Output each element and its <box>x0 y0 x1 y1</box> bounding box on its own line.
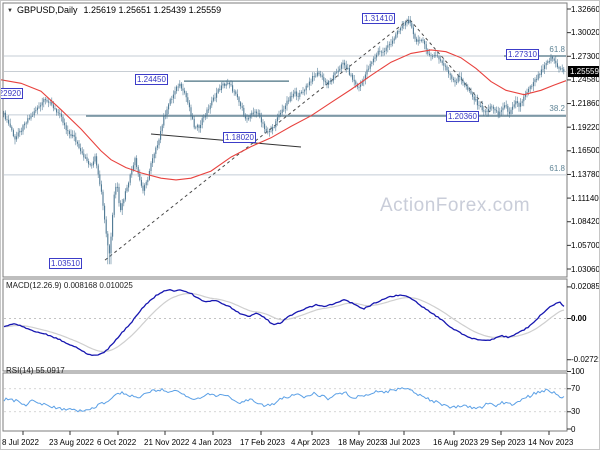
price-axis-label: 1.08420 <box>571 217 600 227</box>
chart-title-bar: ▼ GBPUSD,Daily 1.25619 1.25651 1.25439 1.2… <box>7 5 221 15</box>
date-axis-label: 16 Aug 2023 <box>433 438 478 447</box>
date-axis-label: 23 Aug 2022 <box>49 438 94 447</box>
price-annotation-label: 1.22920 <box>1 88 23 99</box>
rsi-indicator-value: 55.0917 <box>35 366 65 375</box>
macd-indicator-name: MACD(12.26.9) <box>6 281 62 290</box>
price-axis-label: 1.21860 <box>571 99 600 109</box>
price-axis-label: 1.30020 <box>571 28 600 38</box>
price-axis-label: 1.32660 <box>571 4 600 14</box>
price-axis-label: 1.11140 <box>571 193 599 203</box>
rsi-axis-label: 100 <box>571 367 585 376</box>
watermark: ActionForex.com <box>379 195 531 216</box>
macd-axis-label: -0.027213 <box>571 355 599 365</box>
fib-ratio-label: 61.8 <box>549 163 565 173</box>
price-axis-label: 1.16500 <box>571 146 600 156</box>
date-axis-label: 8 Jul 2022 <box>2 438 39 447</box>
date-axis-label: 4 Jan 2023 <box>192 438 232 447</box>
chart-symbol-timeframe: GBPUSD,Daily <box>16 5 78 15</box>
price-axis-label: 1.03060 <box>571 264 600 274</box>
price-axis-label: 1.05700 <box>571 240 600 250</box>
rsi-indicator-header: RSI(14) 55.0917 <box>6 366 65 375</box>
rsi-axis-label: 30 <box>571 407 580 417</box>
chart-ohlc-quote: 1.25619 1.25651 1.25439 1.25559 <box>83 5 222 15</box>
price-axis-label: 1.13780 <box>571 169 600 179</box>
chevron-down-icon[interactable]: ▼ <box>7 8 13 14</box>
price-annotation-label: 1.24450 <box>135 74 168 85</box>
date-axis-label: 21 Nov 2022 <box>144 438 190 447</box>
price-annotation-label: 1.18020 <box>223 132 256 143</box>
rsi-indicator-name: RSI(14) <box>6 366 34 375</box>
date-axis-label: 17 Feb 2023 <box>240 438 285 447</box>
macd-indicator-values: 0.008168 0.010025 <box>63 281 133 290</box>
date-axis-label: 29 Sep 2023 <box>480 438 526 447</box>
date-axis-label: 6 Oct 2022 <box>97 438 137 447</box>
date-axis-label: 4 Apr 2023 <box>291 438 330 447</box>
price-axis-label: 1.27300 <box>571 51 600 61</box>
price-axis-label: 1.24580 <box>571 75 600 85</box>
price-axis-label: 1.19220 <box>571 122 600 132</box>
date-axis-label: 3 Jul 2023 <box>383 438 420 447</box>
rsi-axis-label: 0 <box>571 424 576 434</box>
current-price-tag: 1.25559 <box>568 65 599 77</box>
fib-ratio-label: 61.8 <box>549 44 565 54</box>
macd-axis-label: 0.020858 <box>571 282 600 292</box>
fib-ratio-label: 38.2 <box>549 103 565 113</box>
price-annotation-label: 1.20360 <box>446 111 479 122</box>
rsi-axis-label: 70 <box>571 384 580 394</box>
price-annotation-label: 1.03510 <box>49 258 82 269</box>
macd-indicator-header: MACD(12.26.9) 0.008168 0.010025 <box>6 281 133 290</box>
date-axis-label: 18 May 2023 <box>338 438 385 447</box>
date-axis-label: 14 Nov 2023 <box>528 438 574 447</box>
price-annotation-label: 1.27310 <box>506 49 539 60</box>
price-annotation-label: 1.31410 <box>362 13 395 24</box>
macd-axis-label: 0.00 <box>571 314 587 323</box>
